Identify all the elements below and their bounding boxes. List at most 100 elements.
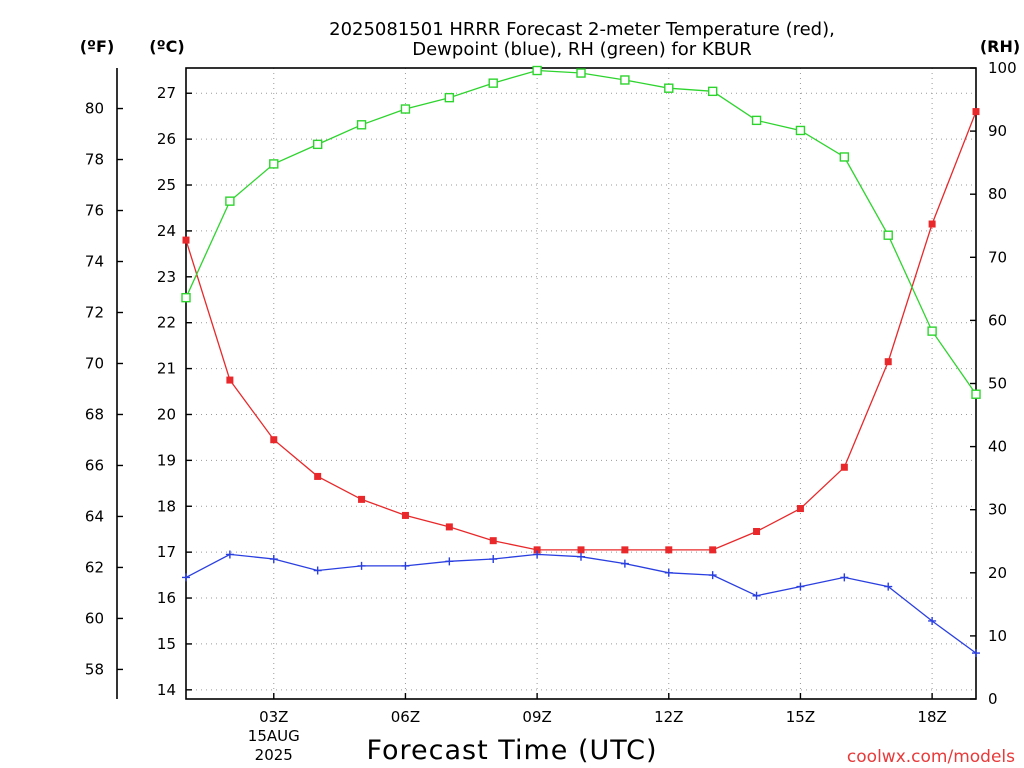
fahrenheit-tick-label: 78 xyxy=(85,151,104,169)
chart-title-line1: 2025081501 HRRR Forecast 2-meter Tempera… xyxy=(329,19,835,40)
data-point xyxy=(532,65,542,76)
series-line xyxy=(185,553,977,654)
data-point xyxy=(796,505,804,513)
x-tick-label: 03Z xyxy=(259,708,288,726)
data-point xyxy=(928,616,937,625)
data-point xyxy=(708,571,717,580)
data-point xyxy=(883,230,893,240)
data-point xyxy=(269,159,279,169)
rh-tick-label: 90 xyxy=(988,122,1007,140)
celsius-tick-label: 15 xyxy=(157,635,176,653)
celsius-tick-label: 25 xyxy=(157,176,176,194)
axes xyxy=(116,67,977,700)
data-point xyxy=(182,236,190,244)
fahrenheit-tick-label: 66 xyxy=(85,456,104,474)
x-tick-label: 06Z xyxy=(391,708,420,726)
data-point xyxy=(796,582,805,591)
data-point xyxy=(270,436,278,444)
rh-tick-label: 0 xyxy=(988,690,998,708)
data-point xyxy=(839,152,850,162)
chart-title-line2: Dewpoint (blue), RH (green) for KBUR xyxy=(412,39,752,60)
rh-tick-label: 100 xyxy=(988,59,1017,77)
data-point xyxy=(707,86,718,97)
celsius-tick-label: 19 xyxy=(157,451,176,469)
data-point xyxy=(444,92,455,103)
data-point xyxy=(972,649,980,658)
data-point xyxy=(576,68,586,78)
x-tick-label: 15Z xyxy=(786,708,815,726)
plot-frame xyxy=(185,67,977,700)
data-point xyxy=(489,555,498,564)
fahrenheit-tick-label: 62 xyxy=(85,558,104,576)
data-point xyxy=(665,546,673,554)
data-point xyxy=(621,546,629,554)
celsius-tick-label: 21 xyxy=(157,360,176,378)
data-point xyxy=(314,472,322,480)
date-label-line1: 15AUG xyxy=(248,727,300,745)
celsius-tick-label: 27 xyxy=(157,84,176,102)
data-point xyxy=(971,389,981,399)
data-point xyxy=(445,523,453,531)
x-axis-label: Forecast Time (UTC) xyxy=(366,735,657,766)
data-point xyxy=(313,566,322,575)
data-point xyxy=(927,326,937,336)
data-point xyxy=(357,561,366,570)
data-point xyxy=(400,104,411,114)
watermark: coolwx.com/models xyxy=(847,747,1015,767)
data-point xyxy=(269,555,278,564)
data-point xyxy=(884,358,892,366)
data-point xyxy=(709,546,717,554)
grid-lines xyxy=(186,68,976,699)
rh-unit-label: (RH) xyxy=(980,37,1020,56)
data-point xyxy=(182,573,190,582)
celsius-tick-label: 24 xyxy=(157,222,176,240)
data-point xyxy=(226,376,234,384)
rh-tick-label: 30 xyxy=(988,501,1007,519)
tick-labels: 14 15 16 17 18 19 20 21 22 23 24 25 26 27 58 60 62 64 66 68… xyxy=(85,59,1017,726)
data-point xyxy=(928,220,936,228)
data-point xyxy=(840,573,849,582)
celsius-tick-label: 22 xyxy=(157,314,176,332)
data-point xyxy=(577,552,585,561)
celsius-tick-label: 23 xyxy=(157,268,176,286)
rh-tick-label: 70 xyxy=(988,248,1007,266)
data-point xyxy=(620,559,629,568)
data-point xyxy=(533,550,542,559)
data-point xyxy=(751,115,762,126)
rh-tick-label: 80 xyxy=(988,185,1007,203)
series-0 xyxy=(182,108,980,554)
data-point xyxy=(488,78,498,88)
fahrenheit-tick-label: 70 xyxy=(85,354,104,372)
data-point xyxy=(445,557,454,566)
data-point xyxy=(753,527,761,535)
data-point xyxy=(356,120,367,130)
series-line xyxy=(185,111,977,551)
rh-tick-label: 20 xyxy=(988,564,1007,582)
x-tick-label: 18Z xyxy=(917,708,946,726)
data-point xyxy=(620,75,630,85)
series-line xyxy=(185,69,977,395)
data-point xyxy=(358,495,366,503)
celsius-tick-label: 17 xyxy=(157,543,176,561)
data-point xyxy=(225,550,234,559)
celsius-tick-label: 20 xyxy=(157,405,176,423)
fahrenheit-tick-label: 68 xyxy=(85,405,104,423)
celsius-tick-label: 14 xyxy=(157,681,176,699)
date-label-line2: 2025 xyxy=(255,746,293,764)
series-1 xyxy=(182,550,980,658)
data-point xyxy=(664,83,674,93)
data-point xyxy=(312,139,323,150)
data-point xyxy=(840,463,848,471)
celsius-tick-label: 18 xyxy=(157,497,176,515)
data-series xyxy=(181,65,981,658)
fahrenheit-tick-label: 74 xyxy=(85,253,104,271)
data-point xyxy=(401,561,410,570)
fahrenheit-tick-label: 60 xyxy=(85,609,104,627)
rh-tick-label: 40 xyxy=(988,438,1007,456)
fahrenheit-unit-label: (ºF) xyxy=(80,37,115,56)
rh-tick-label: 60 xyxy=(988,311,1007,329)
data-point xyxy=(401,511,409,519)
data-point xyxy=(972,108,980,116)
data-point xyxy=(752,591,761,600)
data-point xyxy=(225,196,235,206)
